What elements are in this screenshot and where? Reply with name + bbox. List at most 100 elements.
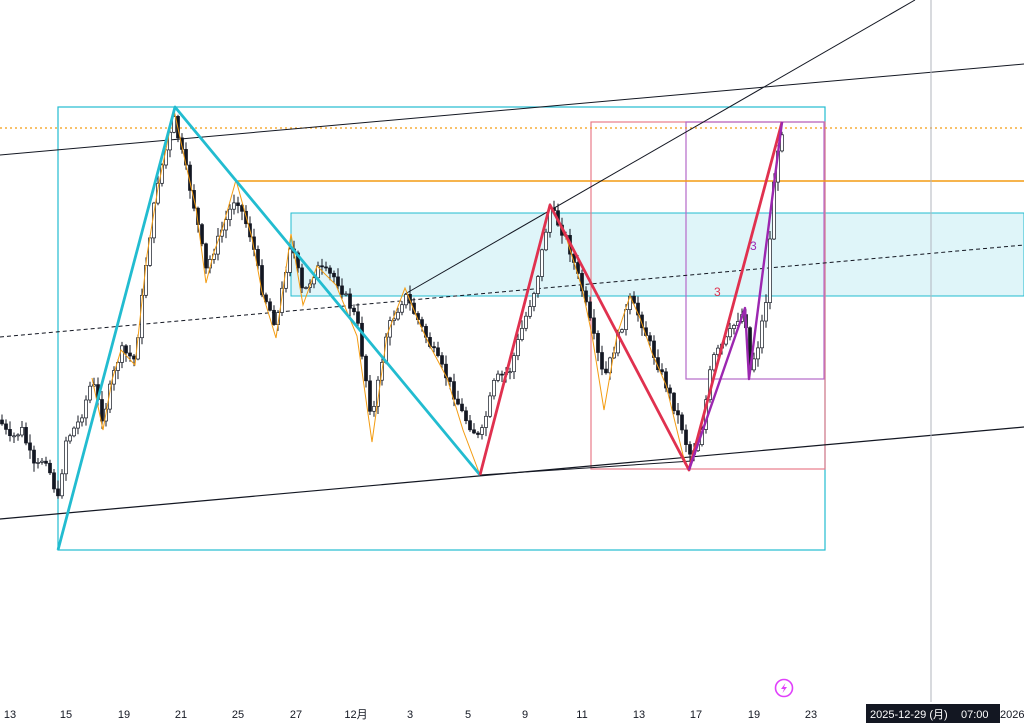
candle-body [128, 352, 132, 357]
candle-body [640, 314, 644, 329]
candle-body [120, 345, 124, 363]
cyan-zone-fill[interactable] [290, 212, 1024, 297]
candle-body [8, 429, 12, 437]
candle-body [272, 309, 276, 325]
candle-body [592, 317, 596, 334]
orange-zigzag [91, 109, 481, 476]
x-tick-label: 11 [576, 709, 587, 721]
candle-body [464, 410, 468, 422]
candle-body [60, 473, 64, 497]
candle-body [752, 358, 756, 371]
candle-body [676, 410, 680, 416]
candle-body [304, 287, 308, 289]
candle-body [352, 307, 356, 313]
candle-body [52, 472, 56, 490]
candle-body [432, 346, 436, 349]
x-tick-label: 19 [118, 709, 130, 721]
candle-body [728, 328, 732, 338]
mid-dashed-line[interactable] [0, 244, 1024, 338]
red-wave [478, 121, 784, 476]
candle-body [228, 208, 232, 220]
candle-body [436, 347, 440, 356]
crosshair-date-badge [866, 704, 1000, 723]
candle-body [400, 304, 404, 313]
candle-body [604, 368, 608, 374]
candle-body [268, 301, 272, 311]
candle-body [632, 295, 636, 304]
candle-body [760, 320, 764, 349]
candle-body [72, 427, 76, 437]
candle-body [680, 414, 684, 431]
candle-body [168, 131, 172, 151]
candle-body [84, 399, 88, 419]
candle-body [732, 325, 736, 329]
candle-body [132, 355, 136, 360]
candle-body [108, 383, 112, 410]
candle-body [88, 385, 92, 401]
candle-body [500, 373, 504, 376]
candle-body [408, 294, 412, 304]
candle-body [712, 354, 716, 371]
candle-body [684, 429, 688, 445]
x-tick-label: 13 [633, 709, 645, 721]
candle-body [348, 293, 352, 309]
candle-body [420, 319, 424, 327]
x-tick-label: 13 [4, 709, 16, 721]
upper-channel-line[interactable] [0, 63, 1024, 156]
candle-body [300, 267, 304, 289]
candle-body [68, 435, 72, 442]
candle-body [236, 202, 240, 206]
candle-body [328, 267, 332, 274]
candle-body [636, 302, 640, 316]
purple-box[interactable] [685, 121, 825, 380]
x-tick-label: 9 [522, 709, 528, 721]
candle-body [232, 202, 236, 210]
candle-body [100, 399, 104, 422]
x-tick-label: 3 [407, 709, 413, 721]
candle-body [76, 421, 80, 429]
bottom-support-line[interactable] [479, 460, 693, 476]
x-axis[interactable]: 13 15 19 21 25 27 12月 3 5 9 11 13 17 19 23 [4, 709, 817, 721]
candle-body [476, 432, 480, 435]
candle-body [444, 363, 448, 379]
candle-body [256, 249, 260, 266]
candle-body [344, 293, 348, 296]
candle-body [364, 355, 368, 382]
candle-body [356, 311, 360, 324]
candle-body [44, 460, 48, 464]
candle-body [660, 369, 664, 373]
lightning-icon[interactable] [774, 678, 794, 698]
candle-body [488, 395, 492, 417]
candle-body [28, 442, 32, 451]
candle-body [260, 265, 264, 296]
candle-body [484, 415, 488, 428]
candle-body [376, 379, 380, 407]
candle-body [584, 290, 588, 303]
candle-body [528, 306, 532, 317]
year-label: 2026 [1000, 709, 1024, 721]
candle-body [532, 293, 536, 307]
candle-body [448, 377, 452, 382]
candle-body [620, 329, 624, 333]
candle-body [396, 311, 400, 320]
x-tick-label: 27 [290, 709, 302, 721]
candle-body [512, 355, 516, 373]
candle-body [288, 248, 292, 273]
x-tick-label: 25 [232, 709, 244, 721]
candle-body [668, 387, 672, 394]
candle-body [324, 266, 328, 269]
candle-body [540, 249, 544, 277]
cyan-large-box[interactable] [57, 106, 826, 551]
candle-body [576, 262, 580, 274]
rising-trendline[interactable] [404, 0, 916, 295]
candle-body [404, 294, 408, 306]
candle-body [360, 322, 364, 357]
x-tick-label: 21 [175, 709, 187, 721]
candle-body [4, 423, 8, 430]
candle-body [624, 309, 628, 330]
candle-body [312, 277, 316, 285]
candle-body [472, 429, 476, 434]
cyan-wave [56, 105, 482, 551]
candle-body [480, 427, 484, 435]
